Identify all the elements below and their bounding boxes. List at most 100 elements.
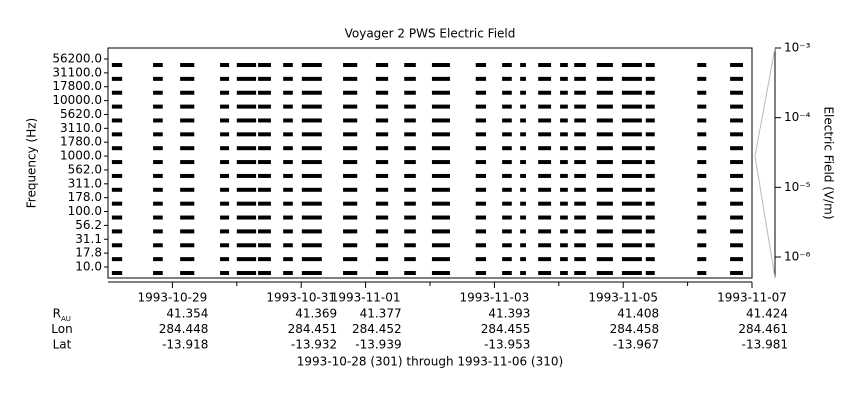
coverage-bar <box>560 146 568 151</box>
coverage-bar <box>258 201 271 206</box>
coverage-bar <box>730 118 743 123</box>
coverage-bar <box>375 63 389 67</box>
coverage-bar <box>645 160 655 165</box>
coverage-bar <box>475 187 487 192</box>
coverage-bar <box>431 215 450 220</box>
coverage-bar <box>560 173 568 178</box>
coverage-bar <box>502 215 512 220</box>
coverage-bar <box>375 76 389 81</box>
coverage-bar <box>697 90 707 95</box>
coverage-bar <box>502 118 512 123</box>
coverage-bar <box>375 146 389 151</box>
y-tick-label: 56.2 <box>75 218 102 232</box>
coverage-bar <box>560 160 568 165</box>
coverage-bar <box>560 243 568 248</box>
coverage-bar <box>220 187 230 192</box>
coverage-bar <box>258 257 271 262</box>
coverage-bar <box>153 90 163 95</box>
coverage-bar <box>520 132 526 137</box>
coverage-bar <box>697 132 707 137</box>
coverage-bar <box>153 271 163 275</box>
coverage-bar <box>220 201 230 206</box>
coverage-bar <box>645 229 655 234</box>
coverage-bar <box>258 118 271 123</box>
coverage-bar <box>538 201 552 206</box>
coverage-bar <box>431 257 450 262</box>
coverage-bar <box>697 215 707 220</box>
coverage-bar <box>258 271 271 275</box>
coverage-bar <box>283 271 293 275</box>
coverage-bar <box>153 63 163 67</box>
y-tick-label: 100.0 <box>68 204 102 218</box>
coverage-bar <box>283 243 293 248</box>
coverage-bar <box>375 118 389 123</box>
chart-title: Voyager 2 PWS Electric Field <box>345 27 516 41</box>
coverage-bar <box>645 118 655 123</box>
coverage-bar <box>153 160 163 165</box>
coverage-bar <box>375 104 389 109</box>
coverage-bar <box>560 229 568 234</box>
coverage-bar <box>730 215 743 220</box>
coverage-bar <box>574 271 586 275</box>
ephemeris-value: 284.452 <box>352 322 402 336</box>
coverage-bar <box>236 187 257 192</box>
coverage-bar <box>404 146 416 151</box>
coverage-bar <box>258 160 271 165</box>
coverage-bar <box>520 63 526 67</box>
coverage-bar <box>596 201 613 206</box>
coverage-bar <box>301 63 322 67</box>
coverage-bar <box>431 187 450 192</box>
x-tick-label: 1993-11-03 <box>460 291 530 305</box>
coverage-bar <box>431 146 450 151</box>
coverage-bar <box>574 201 586 206</box>
coverage-bar <box>111 132 123 137</box>
coverage-bar <box>520 229 526 234</box>
coverage-bar <box>596 132 613 137</box>
coverage-bar <box>404 104 416 109</box>
coverage-bar <box>730 132 743 137</box>
ephemeris-value: 284.451 <box>288 322 338 336</box>
coverage-bar <box>730 90 743 95</box>
ephemeris-value: 284.448 <box>159 322 209 336</box>
coverage-bar <box>730 76 743 81</box>
coverage-bar <box>111 173 123 178</box>
coverage-bar <box>538 187 552 192</box>
coverage-bar <box>375 160 389 165</box>
coverage-bar <box>621 118 642 123</box>
coverage-bar <box>538 76 552 81</box>
coverage-bar <box>697 243 707 248</box>
coverage-bar <box>645 201 655 206</box>
coverage-bar <box>596 104 613 109</box>
coverage-bar <box>343 201 358 206</box>
x-tick-label: 1993-10-31 <box>266 291 336 305</box>
coverage-bar <box>431 173 450 178</box>
coverage-bar <box>596 118 613 123</box>
coverage-bar <box>730 187 743 192</box>
x-tick-label: 1993-11-05 <box>588 291 658 305</box>
coverage-bar <box>153 201 163 206</box>
coverage-bar <box>621 146 642 151</box>
coverage-bar <box>111 104 123 109</box>
coverage-bar <box>111 229 123 234</box>
coverage-bar <box>258 146 271 151</box>
coverage-bar <box>283 173 293 178</box>
coverage-bar <box>520 90 526 95</box>
coverage-bar <box>520 160 526 165</box>
coverage-bar <box>375 132 389 137</box>
coverage-bar <box>111 146 123 151</box>
coverage-bar <box>697 271 707 275</box>
coverage-bar <box>343 257 358 262</box>
coverage-bar <box>404 187 416 192</box>
coverage-bar <box>538 146 552 151</box>
coverage-bar <box>697 229 707 234</box>
coverage-bar <box>697 63 707 67</box>
coverage-bar <box>475 90 487 95</box>
coverage-bar <box>538 132 552 137</box>
ephemeris-value: 41.354 <box>166 307 208 321</box>
coverage-bar <box>431 201 450 206</box>
coverage-bar <box>236 215 257 220</box>
coverage-bar <box>153 104 163 109</box>
ephemeris-value: -13.918 <box>162 338 208 352</box>
coverage-bar <box>343 215 358 220</box>
